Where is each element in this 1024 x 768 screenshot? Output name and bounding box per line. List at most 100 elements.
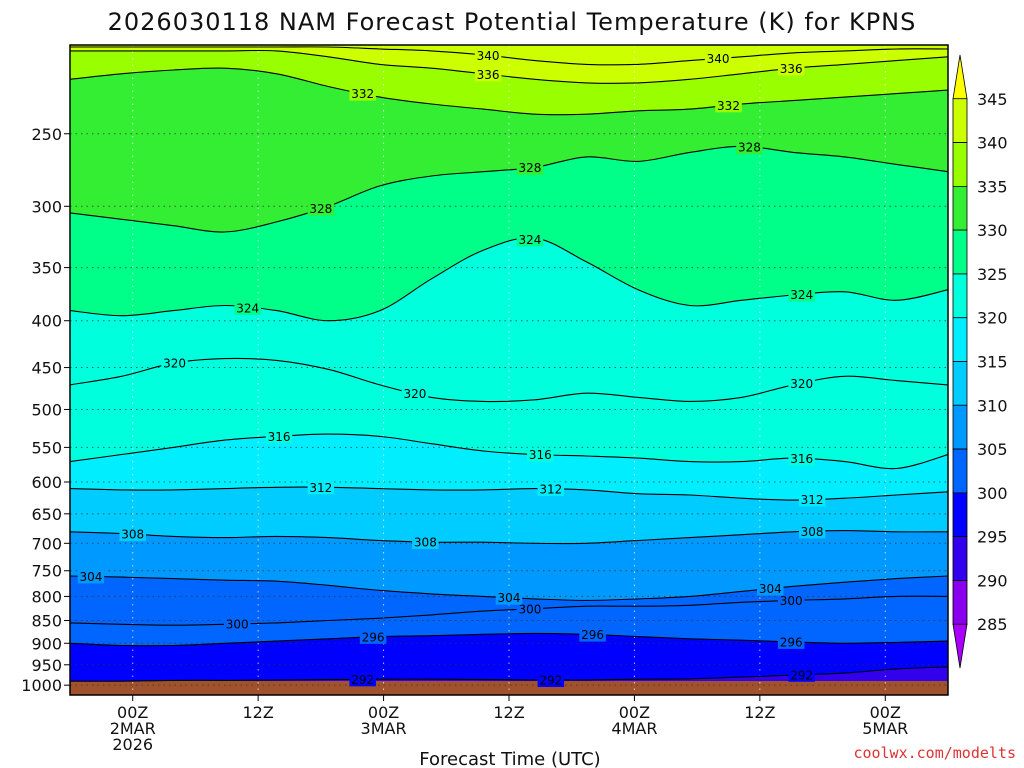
contour-label-300: 300 [777,593,805,608]
x-tick-label: 00Z [368,703,399,722]
contour-label-312: 312 [537,481,565,496]
contour-label-312: 312 [798,492,826,507]
contour-label-bg [412,534,439,549]
colorbar-segment [952,623,968,669]
contour-label-bg [516,601,544,616]
contour-label-bg [788,451,815,466]
contour-label-bg [77,569,105,584]
contour-label-text: 304 [79,570,102,584]
y-tick-label: 850 [31,612,62,631]
y-tick-label: 900 [31,634,62,653]
contour-label-308: 308 [412,534,439,549]
contour-label-bg [359,629,387,644]
contour-label-text: 292 [539,673,562,687]
contour-label-text: 312 [539,482,562,496]
contour-label-300: 300 [223,616,251,631]
ground-strip [70,681,948,695]
contour-label-text: 292 [351,673,374,687]
contour-label-bg [777,634,805,649]
colorbar-label: 295 [977,528,1008,547]
contour-label-text: 328 [309,202,332,216]
contour-328 [70,145,948,233]
contour-label-bg [537,672,565,687]
contour-label-bg [788,376,815,391]
contour-label-324: 324 [516,232,544,247]
contour-label-316: 316 [265,429,293,444]
contour-label-bg [119,527,146,542]
contour-label-bg [495,590,523,605]
colorbar-segment [952,229,968,275]
contour-label-bg [474,67,502,82]
contour-label-320: 320 [401,386,429,401]
colorbar-segment [952,361,968,406]
y-tick-label: 250 [31,125,62,144]
y-tick-label: 750 [31,562,62,581]
contour-label-296: 296 [359,629,387,644]
contour-label-text: 292 [790,668,813,682]
contour-label-text: 320 [163,357,186,371]
y-tick-label: 500 [31,400,62,419]
contour-label-bg [704,51,732,66]
colorbar-label: 330 [977,221,1008,240]
x-tick-label: 4MAR [611,719,657,738]
contour-label-316: 316 [527,447,554,462]
contour-label-bg [736,140,763,155]
x-tick-label: 00Z [870,703,901,722]
contour-label-320: 320 [161,356,188,371]
contour-label-text: 340 [477,49,500,63]
contour-label-bg [579,627,606,642]
contour-label-bg [537,481,565,496]
contour-label-296: 296 [777,634,805,649]
contour-label-340: 340 [704,51,732,66]
contour-label-text: 300 [226,617,249,631]
contour-label-324: 324 [788,287,815,302]
contour-label-292: 292 [537,672,565,687]
contour-label-bg [798,492,826,507]
contour-label-292: 292 [349,672,376,687]
contour-label-bg [307,201,335,216]
contour-label-text: 336 [780,62,803,76]
contour-label-text: 300 [518,602,541,616]
contour-label-text: 308 [121,528,144,542]
contour-label-304: 304 [77,569,105,584]
contour-label-bg [527,447,554,462]
colorbar-label: 335 [977,177,1008,196]
contour-label-text: 320 [790,377,813,391]
colorbar-segment [952,317,968,362]
contour-label-text: 300 [780,594,803,608]
contour-label-text: 324 [236,301,259,315]
contour-label-328: 328 [736,140,763,155]
contour-label-text: 340 [707,52,730,66]
contour-label-bg [715,98,742,113]
contour-label-bg [349,86,376,101]
colorbar-label: 325 [977,265,1008,284]
colorbar-label: 345 [977,90,1008,109]
contour-label-328: 328 [516,160,544,175]
contour-label-text: 304 [759,582,782,596]
contour-label-292: 292 [788,667,815,682]
contour-label-336: 336 [474,67,502,82]
colorbar-label: 315 [977,353,1008,372]
contour-label-308: 308 [119,527,146,542]
contour-label-bg [788,667,815,682]
contour-label-bg [474,48,502,63]
y-tick-label: 550 [31,438,62,457]
contour-label-bg [234,300,261,315]
contour-label-text: 304 [498,591,521,605]
contour-label-text: 316 [529,448,552,462]
contour-label-bg [798,524,826,539]
contour-label-text: 328 [518,161,541,175]
contour-label-text: 296 [362,630,385,644]
x-tick-label: 00Z [117,703,148,722]
x-axis-label: Forecast Time (UTC) [419,749,600,768]
y-tick-label: 800 [31,587,62,606]
contour-340 [70,46,948,66]
contour-label-312: 312 [307,480,335,495]
contour-label-text: 328 [738,141,761,155]
colorbar-segment [952,404,968,450]
contour-label-bg [265,429,293,444]
contour-label-text: 324 [518,233,541,247]
credit-text[interactable]: coolwx.com/modelts [853,744,1016,762]
y-tick-label: 700 [31,534,62,553]
